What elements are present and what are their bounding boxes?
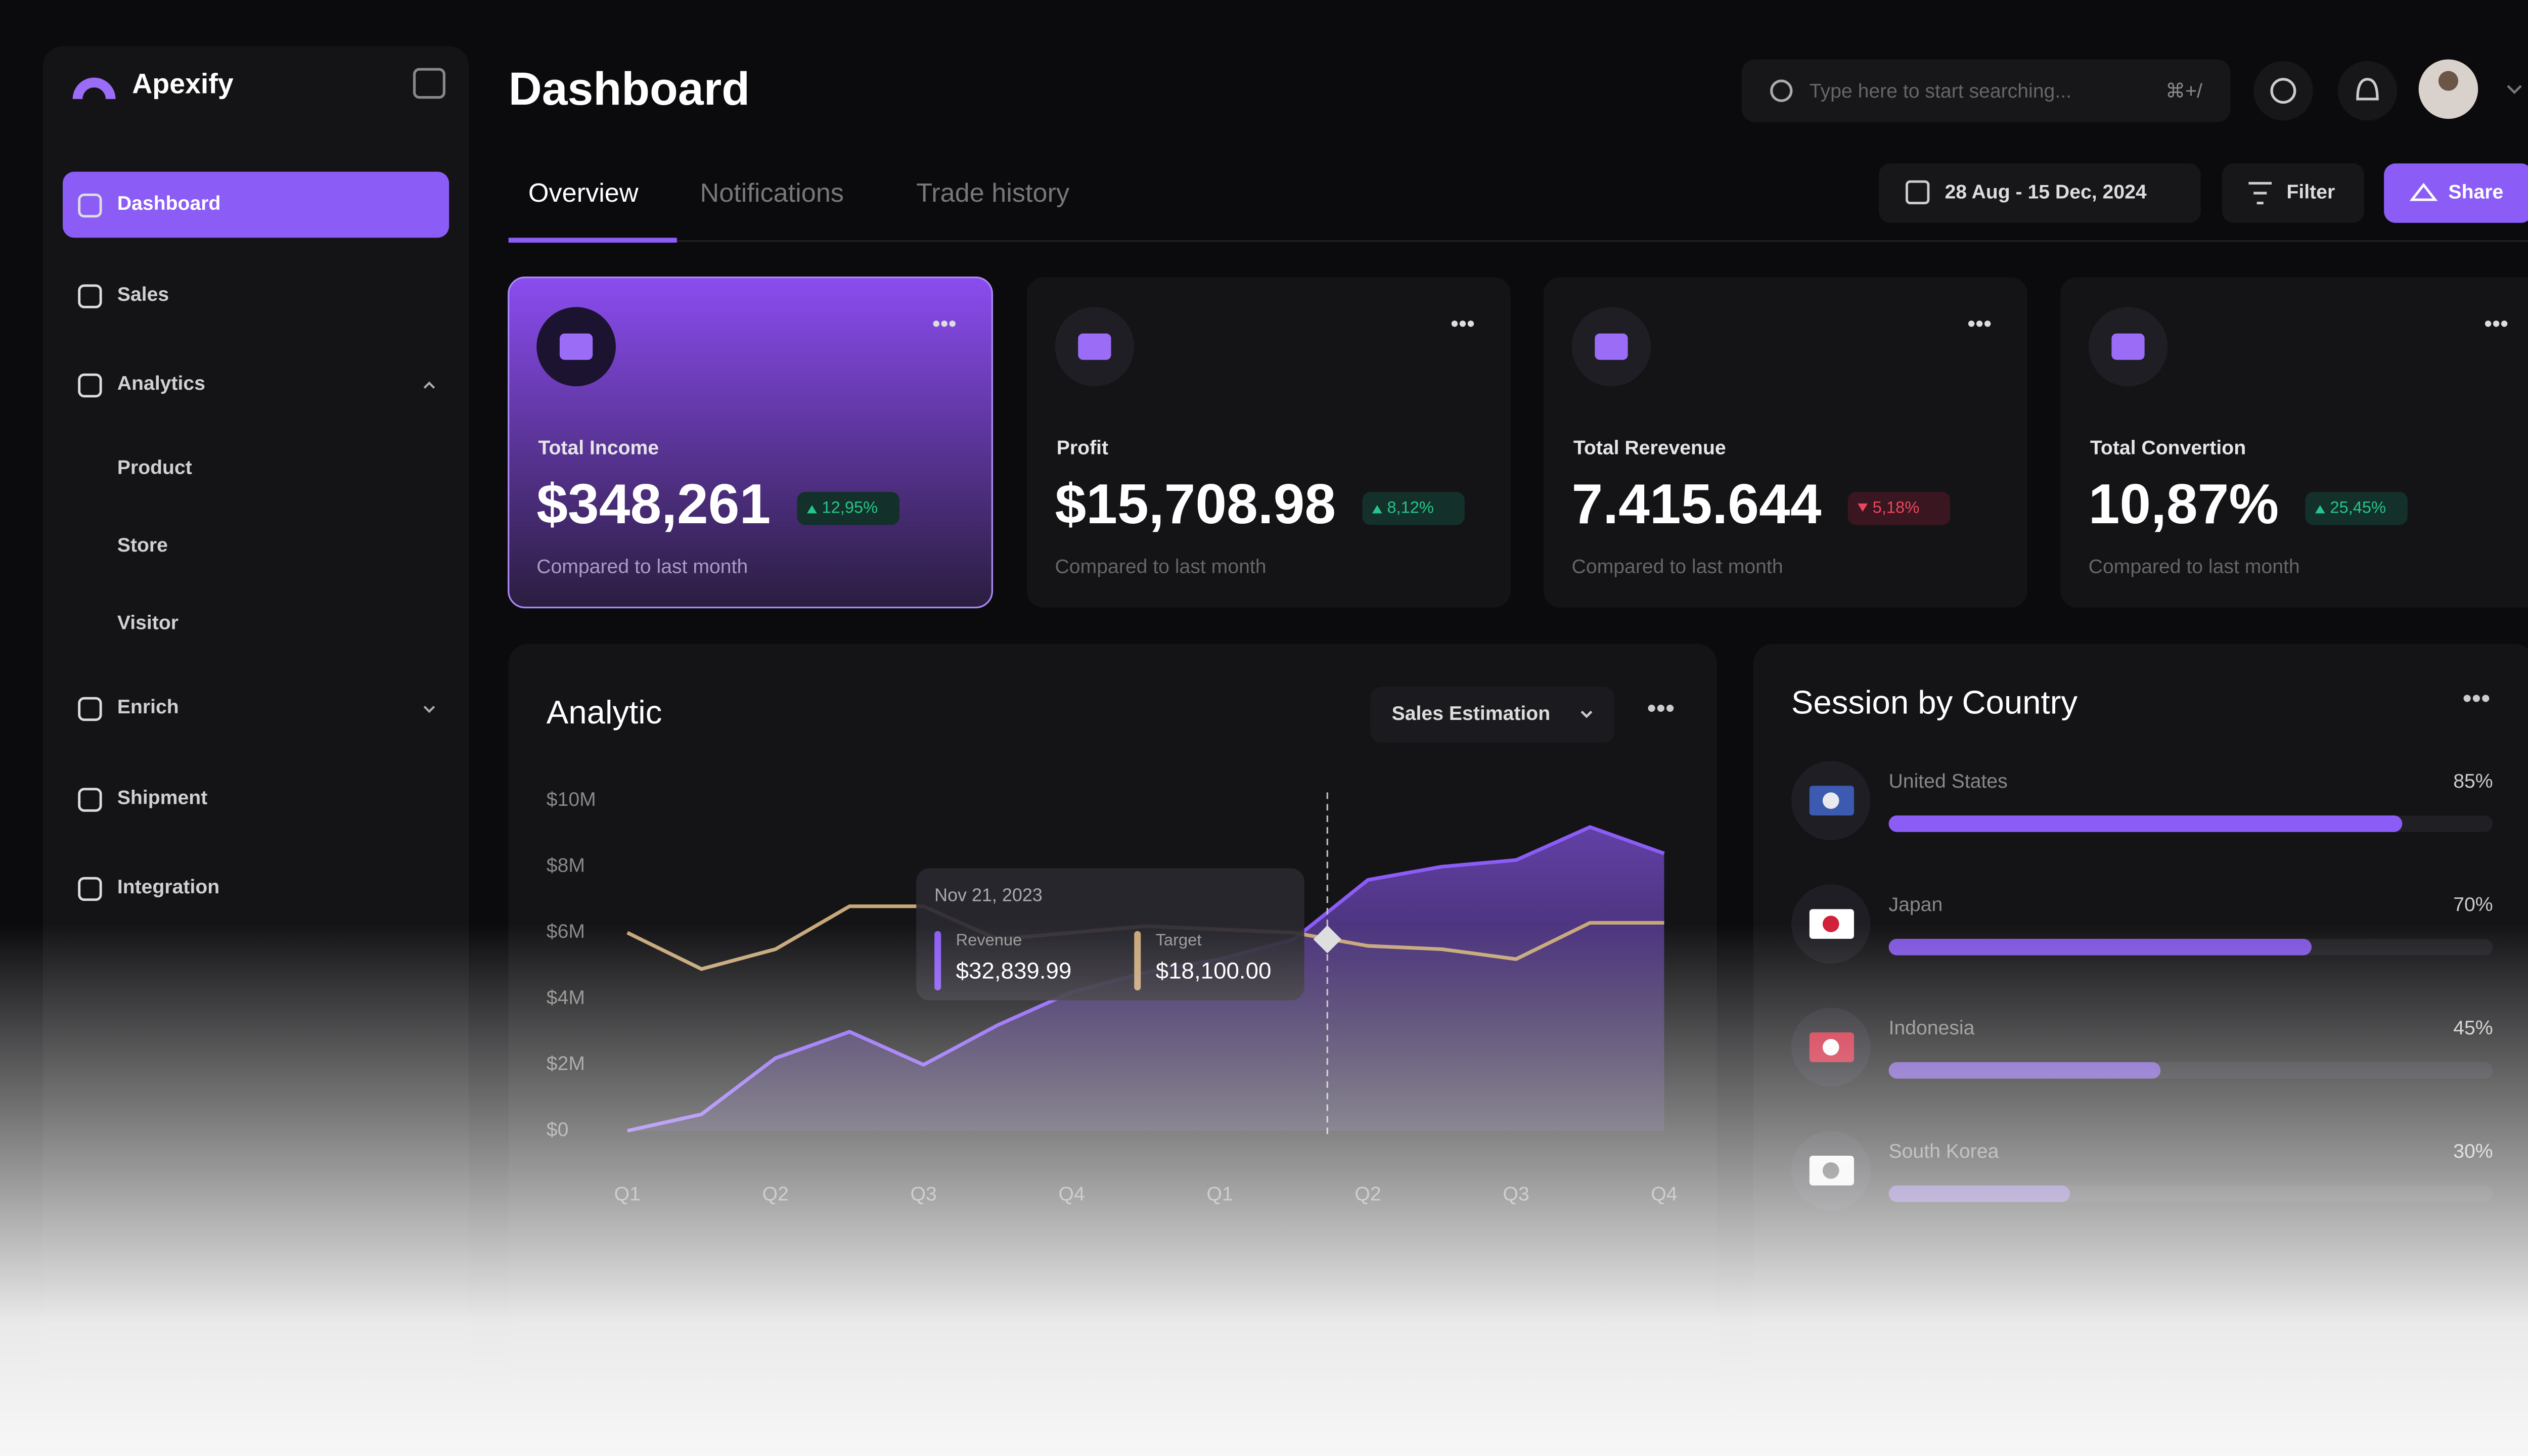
change-arrow: [1858, 503, 1868, 512]
menu-item[interactable]: Analytics: [117, 373, 205, 394]
more-button[interactable]: •••: [932, 310, 957, 336]
filter-button[interactable]: [2222, 163, 2364, 223]
change-value: 25,45%: [2330, 497, 2386, 516]
tab[interactable]: Trade history: [916, 178, 1070, 208]
card-icon: [1078, 333, 1111, 360]
card-icon: [2111, 333, 2145, 360]
tab[interactable]: Notifications: [700, 178, 844, 208]
change-value: 8,12%: [1387, 497, 1434, 516]
date-picker[interactable]: [1878, 163, 2201, 223]
caret: [423, 706, 435, 713]
share-button[interactable]: [2384, 163, 2528, 223]
card-note: Compared to last month: [1572, 556, 1783, 578]
menu-item-active[interactable]: [63, 171, 449, 238]
bar: [1888, 815, 2403, 832]
more-button[interactable]: •••: [2463, 684, 2491, 713]
search-icon: [1770, 79, 1793, 102]
menu-icon: [78, 284, 102, 308]
stat-card: [2060, 277, 2528, 608]
menu-item[interactable]: Enrich: [117, 696, 179, 718]
menu-item[interactable]: Integration: [117, 876, 219, 898]
analytic-title: Analytic: [547, 694, 662, 731]
country-name: Japan: [1889, 894, 1943, 916]
menu-icon: [78, 373, 102, 398]
more-button[interactable]: •••: [2484, 310, 2508, 336]
change-badge: [1362, 492, 1465, 525]
dropdown-caret: [1581, 710, 1593, 718]
logo: [72, 77, 116, 99]
change-badge: [797, 492, 899, 525]
dropdown[interactable]: [1370, 687, 1615, 743]
help-button[interactable]: [2253, 61, 2313, 121]
search-placeholder: Type here to start searching...: [1810, 80, 2071, 102]
bell-icon: [2356, 78, 2379, 101]
card-value: $15,708.98: [1055, 472, 1336, 535]
card-note: Compared to last month: [536, 556, 748, 578]
y-tick-label: $10M: [547, 789, 596, 810]
more-button[interactable]: •••: [1967, 310, 1992, 336]
filter-label: Filter: [2286, 181, 2335, 203]
card-note: Compared to last month: [2089, 556, 2300, 578]
shortcut: ⌘+/: [2165, 80, 2202, 102]
change-arrow: [807, 505, 817, 514]
fade-overlay: [0, 924, 2528, 1456]
page-title: Dashboard: [509, 63, 750, 115]
share-icon: [2409, 183, 2438, 201]
stat-card: [1544, 277, 2027, 608]
menu-icon: [78, 788, 102, 812]
change-badge: [1847, 492, 1951, 525]
dropdown-label: Sales Estimation: [1392, 703, 1551, 724]
y-tick-label: $8M: [547, 855, 585, 877]
tab-indicator: [508, 238, 677, 243]
stat-card: [1027, 277, 1511, 608]
menu-icon: [78, 877, 102, 901]
menu-item[interactable]: Dashboard: [117, 193, 221, 214]
card-label: Profit: [1057, 437, 1108, 459]
search-box[interactable]: [1741, 59, 2231, 122]
menu-item[interactable]: Sales: [117, 284, 169, 305]
date-range: 28 Aug - 15 Dec, 2024: [1945, 181, 2147, 203]
help-icon: [2270, 78, 2296, 104]
menu-item[interactable]: Product: [117, 457, 192, 479]
card-label: Total Convertion: [2090, 437, 2246, 459]
caret: [423, 381, 435, 389]
share-label: Share: [2448, 181, 2503, 203]
avatar-menu[interactable]: [2507, 85, 2522, 95]
card-value: 7.415.644: [1572, 472, 1822, 535]
menu-icon: [78, 697, 102, 721]
country-value: 70%: [2453, 894, 2493, 916]
menu-icon: [78, 193, 102, 218]
flag-emblem: [1822, 792, 1839, 809]
calendar-icon: [1905, 180, 1930, 205]
more-button[interactable]: •••: [1647, 694, 1675, 723]
change-arrow: [2315, 505, 2325, 514]
change-value: 12,95%: [822, 497, 878, 516]
change-value: 5,18%: [1873, 497, 1920, 516]
change-badge: [2305, 492, 2408, 525]
avatar-face: [2438, 71, 2459, 91]
change-arrow: [1372, 505, 1382, 514]
tab[interactable]: Overview: [528, 178, 639, 208]
card-value: $348,261: [536, 472, 771, 535]
brand: Apexify: [132, 68, 234, 99]
card-label: Total Rerevenue: [1573, 437, 1726, 459]
notification-button[interactable]: [2337, 61, 2398, 121]
country-name: United States: [1889, 770, 2008, 792]
country-value: 85%: [2453, 770, 2493, 792]
more-button[interactable]: •••: [1451, 310, 1475, 336]
tooltip-date: Nov 21, 2023: [934, 885, 1043, 905]
collapse-button[interactable]: [413, 68, 445, 99]
session-title: Session by Country: [1791, 684, 2078, 721]
menu-item[interactable]: Store: [117, 534, 168, 556]
card-value: 10,87%: [2089, 472, 2279, 535]
menu-item[interactable]: Visitor: [117, 612, 178, 634]
filter-icon: [2248, 181, 2272, 205]
card-label: Total Income: [538, 437, 659, 459]
menu-item[interactable]: Shipment: [117, 787, 207, 809]
card-icon: [559, 333, 593, 360]
card-icon: [1595, 333, 1628, 360]
card-note: Compared to last month: [1055, 556, 1267, 578]
